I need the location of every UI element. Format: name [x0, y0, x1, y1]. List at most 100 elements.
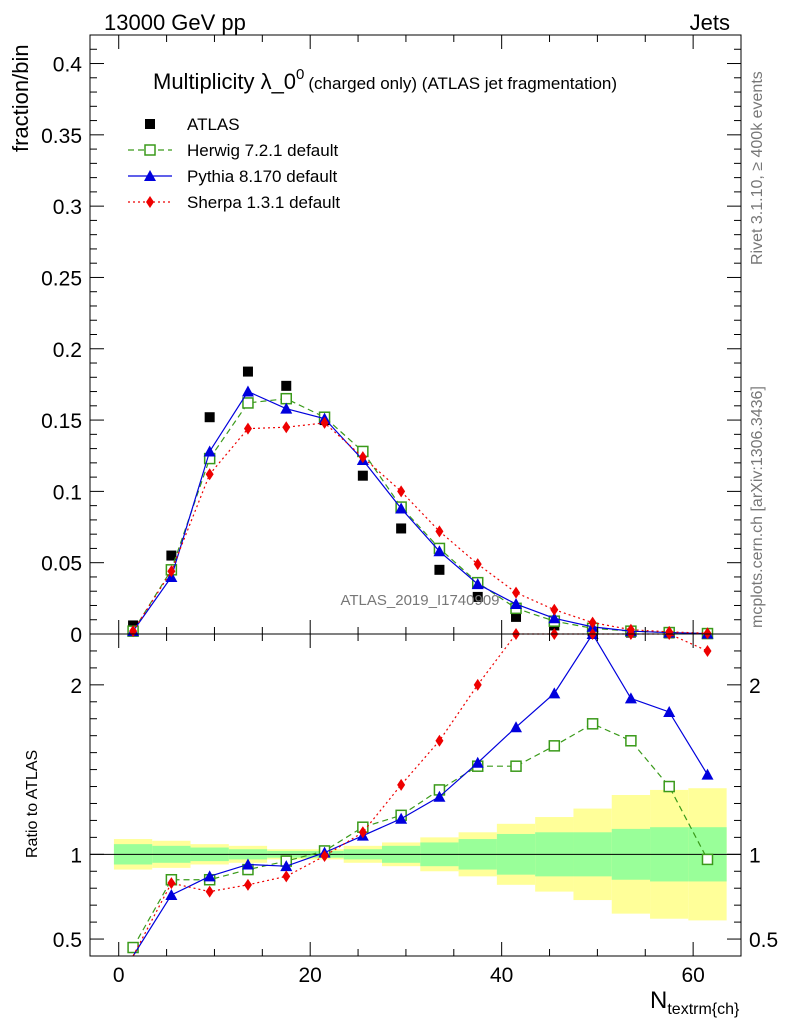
- legend-label: Sherpa 1.3.1 default: [187, 193, 340, 212]
- x-axis-label-main: N: [650, 987, 667, 1014]
- plot-title: Multiplicity λ_00 (charged only) (ATLAS j…: [153, 66, 617, 94]
- top-y-tick-label: 0.05: [41, 553, 82, 576]
- top-y-tick-label: 0.35: [41, 125, 82, 148]
- ratio-y-tick-label-right: 1: [749, 844, 761, 867]
- x-tick-label: 0: [113, 964, 125, 987]
- x-tick-label: 60: [681, 964, 704, 987]
- data-point: [588, 616, 597, 629]
- ratio-data-point: [243, 878, 252, 891]
- data-point: [242, 397, 254, 409]
- data-point: [471, 578, 484, 590]
- x-tick-label: 40: [490, 964, 513, 987]
- data-point: [397, 485, 406, 498]
- ratio-data-point: [624, 692, 637, 704]
- ratio-y-tick-label: 2: [70, 675, 82, 698]
- data-point: [320, 416, 329, 429]
- ratio-y-tick-label-right: 0.5: [749, 929, 778, 952]
- data-point: [358, 451, 367, 464]
- ratio-data-point: [358, 826, 367, 839]
- ratio-data-point: [663, 780, 675, 793]
- data-point: [510, 598, 523, 610]
- ratio-data-point: [548, 687, 561, 699]
- data-point: [396, 523, 407, 534]
- data-point: [357, 470, 368, 481]
- ratio-data-point: [203, 870, 216, 882]
- ratio-data-point: [701, 853, 714, 866]
- x-axis-label: Ntextrm{ch}: [650, 987, 740, 1018]
- header-left: 13000 GeV pp: [104, 10, 246, 35]
- header-right: Jets: [690, 10, 730, 35]
- series-line: [132, 398, 708, 635]
- data-point: [241, 385, 254, 397]
- top-y-tick-label: 0.1: [53, 481, 82, 504]
- legend-marker: [144, 144, 156, 156]
- legend-marker: [145, 119, 155, 129]
- ratio-data-point: [473, 678, 482, 691]
- data-point: [205, 468, 214, 481]
- ratio-data-point: [282, 870, 291, 883]
- legend-entry: ATLAS: [145, 115, 240, 134]
- data-point: [472, 591, 483, 602]
- ratio-data-point: [703, 644, 712, 657]
- data-point: [167, 565, 176, 578]
- legend-label: Pythia 8.170 default: [187, 167, 338, 186]
- ratio-data-point: [548, 740, 561, 752]
- data-point: [242, 366, 253, 377]
- data-point: [548, 612, 561, 624]
- ratio-y-axis-label: Ratio to ATLAS: [24, 750, 41, 858]
- plot-title-suffix: (charged only) (ATLAS jet fragmentation): [308, 74, 617, 93]
- data-point: [280, 392, 293, 405]
- series-line: [132, 390, 708, 635]
- data-point: [473, 558, 482, 571]
- ratio-y-tick-label-right: 2: [749, 675, 761, 698]
- ratio-data-point: [241, 858, 254, 870]
- ratio-data-point: [586, 718, 599, 730]
- ratio-data-point: [397, 778, 406, 791]
- data-point: [434, 564, 445, 575]
- legend-label: ATLAS: [187, 115, 240, 134]
- data-point: [550, 603, 559, 616]
- ratio-data-point: [625, 735, 637, 747]
- x-tick-label: 20: [299, 964, 322, 987]
- ratio-data-point: [165, 888, 178, 900]
- side-text-bottom: mcplots.cern.ch [arXiv:1306.3436]: [749, 386, 766, 628]
- plot-title-sup: 0: [296, 66, 304, 83]
- legend-entry: Herwig 7.2.1 default: [128, 141, 338, 160]
- top-y-tick-label: 0.15: [41, 410, 82, 433]
- ratio-data-point: [701, 768, 714, 780]
- ratio-data-point: [510, 721, 523, 733]
- ratio-data-point: [471, 756, 484, 768]
- legend-label: Herwig 7.2.1 default: [187, 141, 338, 160]
- series-line: [132, 422, 708, 634]
- ratio-data-point: [395, 812, 408, 824]
- legend-entry: Pythia 8.170 default: [128, 167, 338, 186]
- top-y-tick-label: 0.3: [53, 196, 82, 219]
- top-y-tick-label: 0.4: [53, 54, 83, 77]
- legend-marker: [146, 196, 154, 208]
- ratio-data-point: [205, 885, 214, 898]
- ratio-plot-frame: [89, 633, 742, 957]
- data-point: [204, 412, 215, 423]
- ratio-data-point: [433, 790, 446, 802]
- ratio-series-line: [132, 633, 708, 957]
- ratio-data-point: [663, 705, 676, 717]
- ratio-data-point: [435, 734, 444, 747]
- top-y-tick-label: 0.2: [53, 339, 82, 362]
- data-point: [703, 627, 712, 640]
- top-y-tick-label: 0: [70, 624, 82, 647]
- data-point: [166, 550, 177, 561]
- ratio-data-point: [167, 877, 176, 890]
- ratio-series-line: [132, 723, 709, 948]
- top-y-axis-label: fraction/bin: [8, 44, 33, 152]
- plot-title-main: Multiplicity λ_0: [153, 69, 296, 94]
- data-point: [282, 421, 291, 434]
- data-point: [395, 502, 408, 514]
- data-point: [435, 525, 444, 538]
- ratio-series-line: [132, 632, 709, 957]
- ratio-data-point: [320, 850, 329, 863]
- side-text-top: Rivet 3.1.10, ≥ 400k events: [749, 71, 766, 265]
- data-point: [512, 586, 521, 599]
- legend-marker: [144, 170, 156, 181]
- data-point: [203, 445, 216, 457]
